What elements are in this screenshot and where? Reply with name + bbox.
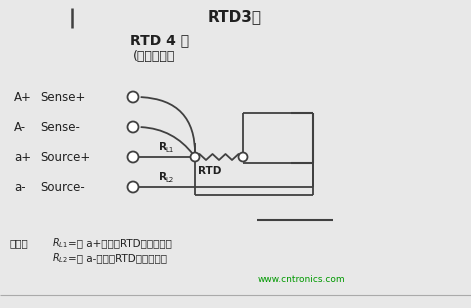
- Text: Source+: Source+: [40, 151, 90, 164]
- Circle shape: [128, 121, 138, 132]
- Text: A-: A-: [14, 120, 26, 133]
- Text: RTD3线: RTD3线: [208, 10, 262, 25]
- Circle shape: [238, 152, 247, 161]
- Circle shape: [128, 91, 138, 103]
- Circle shape: [128, 181, 138, 192]
- Text: RTD: RTD: [198, 166, 221, 176]
- Text: =从 a-端子到RTD的导线电阻: =从 a-端子到RTD的导线电阻: [68, 253, 167, 263]
- Circle shape: [128, 152, 138, 163]
- Text: Source-: Source-: [40, 180, 85, 193]
- Text: Sense+: Sense+: [40, 91, 85, 103]
- Text: 注意：: 注意：: [10, 238, 29, 248]
- Text: =从 a+端子到RTD的导线电阻: =从 a+端子到RTD的导线电阻: [68, 238, 172, 248]
- Text: R: R: [159, 172, 167, 182]
- Text: $R_{L2}$: $R_{L2}$: [52, 251, 68, 265]
- Text: L2: L2: [165, 177, 173, 183]
- Text: a+: a+: [14, 151, 31, 164]
- Text: $R_{L1}$: $R_{L1}$: [52, 236, 68, 250]
- Text: A+: A+: [14, 91, 32, 103]
- Text: L1: L1: [165, 147, 173, 153]
- Text: R: R: [159, 142, 167, 152]
- Text: RTD 4 线: RTD 4 线: [130, 33, 189, 47]
- Text: a-: a-: [14, 180, 25, 193]
- Circle shape: [190, 152, 200, 161]
- Text: www.cntronics.com: www.cntronics.com: [258, 275, 346, 285]
- Text: (精度最高）: (精度最高）: [133, 50, 175, 63]
- Text: Sense-: Sense-: [40, 120, 80, 133]
